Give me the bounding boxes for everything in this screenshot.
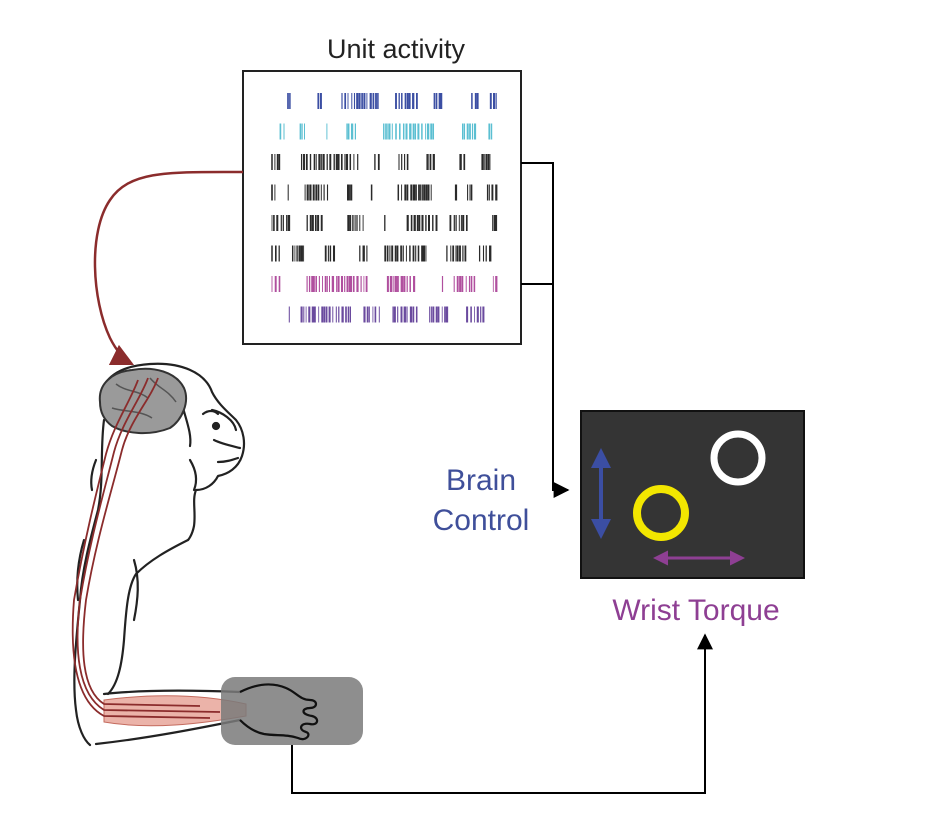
raster-row: [279, 123, 493, 140]
raster-frame: [242, 70, 522, 345]
target-circle: [710, 430, 766, 486]
task-screen: [580, 410, 805, 579]
raster-row: [271, 276, 498, 292]
hand-outline: [239, 683, 319, 741]
raster-row: [271, 184, 498, 201]
brain-control-label-line2: Control: [433, 504, 530, 537]
torque-connector: [291, 633, 713, 794]
wrist-torque-label: Wrist Torque: [612, 594, 779, 627]
raster-rows: [271, 93, 498, 323]
decoder-connector: [521, 162, 570, 498]
brain-icon: [98, 367, 188, 434]
raster-row: [288, 306, 485, 323]
unit-activity-title: Unit activity: [327, 34, 466, 64]
raster-row: [287, 93, 497, 109]
brain-control-label-line1: Brain: [446, 464, 516, 497]
cursor-circle: [633, 485, 689, 541]
raster-row: [271, 215, 498, 231]
raster-row: [271, 245, 492, 262]
raster-panel: [242, 70, 522, 345]
manipulandum-box: [221, 677, 363, 745]
emg-wires: [71, 377, 221, 719]
neural-recording-wire: [93, 170, 244, 366]
raster-row: [271, 154, 491, 170]
